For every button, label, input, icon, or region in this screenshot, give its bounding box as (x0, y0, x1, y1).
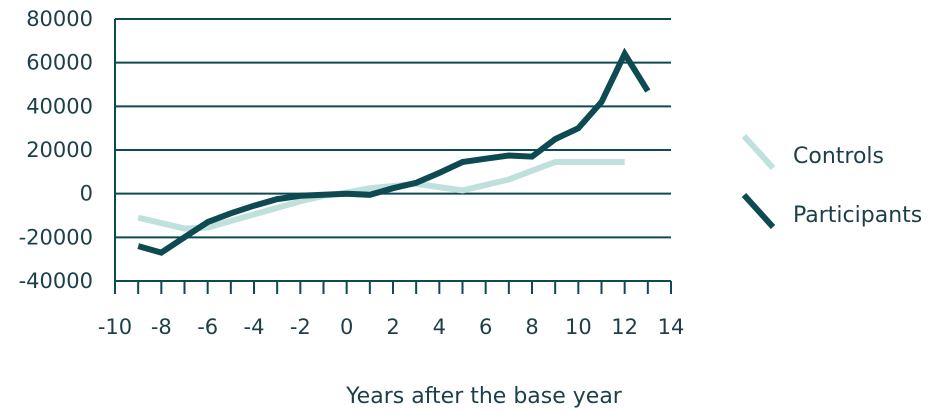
series-line-participants (137, 47, 651, 256)
y-tick-label: -20000 (19, 225, 93, 249)
x-tick-label: 0 (340, 315, 353, 339)
x-tick-label: -10 (98, 315, 132, 339)
y-tick-label: 20000 (26, 138, 93, 162)
gridlines (115, 18, 671, 282)
y-tick-labels: -40000 -20000 0 20000 40000 60000 80000 (19, 7, 93, 293)
y-tick-label: 80000 (26, 7, 93, 31)
x-tick-labels: -10 -8 -6 -4 -2 0 2 4 6 8 10 12 14 (98, 315, 685, 339)
x-tick-label: 10 (565, 315, 592, 339)
x-tick-label: -2 (290, 315, 311, 339)
series-line-controls (137, 159, 625, 232)
legend-label-controls: Controls (793, 144, 884, 169)
legend-swatch-participants (741, 192, 776, 230)
axes (114, 19, 672, 294)
x-tick-label: 2 (386, 315, 399, 339)
x-tick-label: -4 (244, 315, 265, 339)
legend-swatch-controls (741, 133, 776, 171)
x-tick-label: 6 (479, 315, 492, 339)
x-tick-label: 8 (525, 315, 538, 339)
x-tick-label: 12 (611, 315, 638, 339)
x-tick-label: -6 (197, 315, 218, 339)
y-tick-label: -40000 (19, 269, 93, 293)
x-tick-label: 4 (433, 315, 446, 339)
x-tick-label: -8 (151, 315, 172, 339)
data-series (137, 47, 651, 256)
x-tick-label: 14 (658, 315, 685, 339)
legend-label-participants: Participants (793, 203, 922, 228)
y-tick-label: 60000 (26, 51, 93, 75)
y-tick-label: 0 (80, 182, 93, 206)
x-axis-title: Years after the base year (345, 384, 623, 409)
y-tick-label: 40000 (26, 94, 93, 118)
legend: Controls Participants (741, 133, 922, 230)
